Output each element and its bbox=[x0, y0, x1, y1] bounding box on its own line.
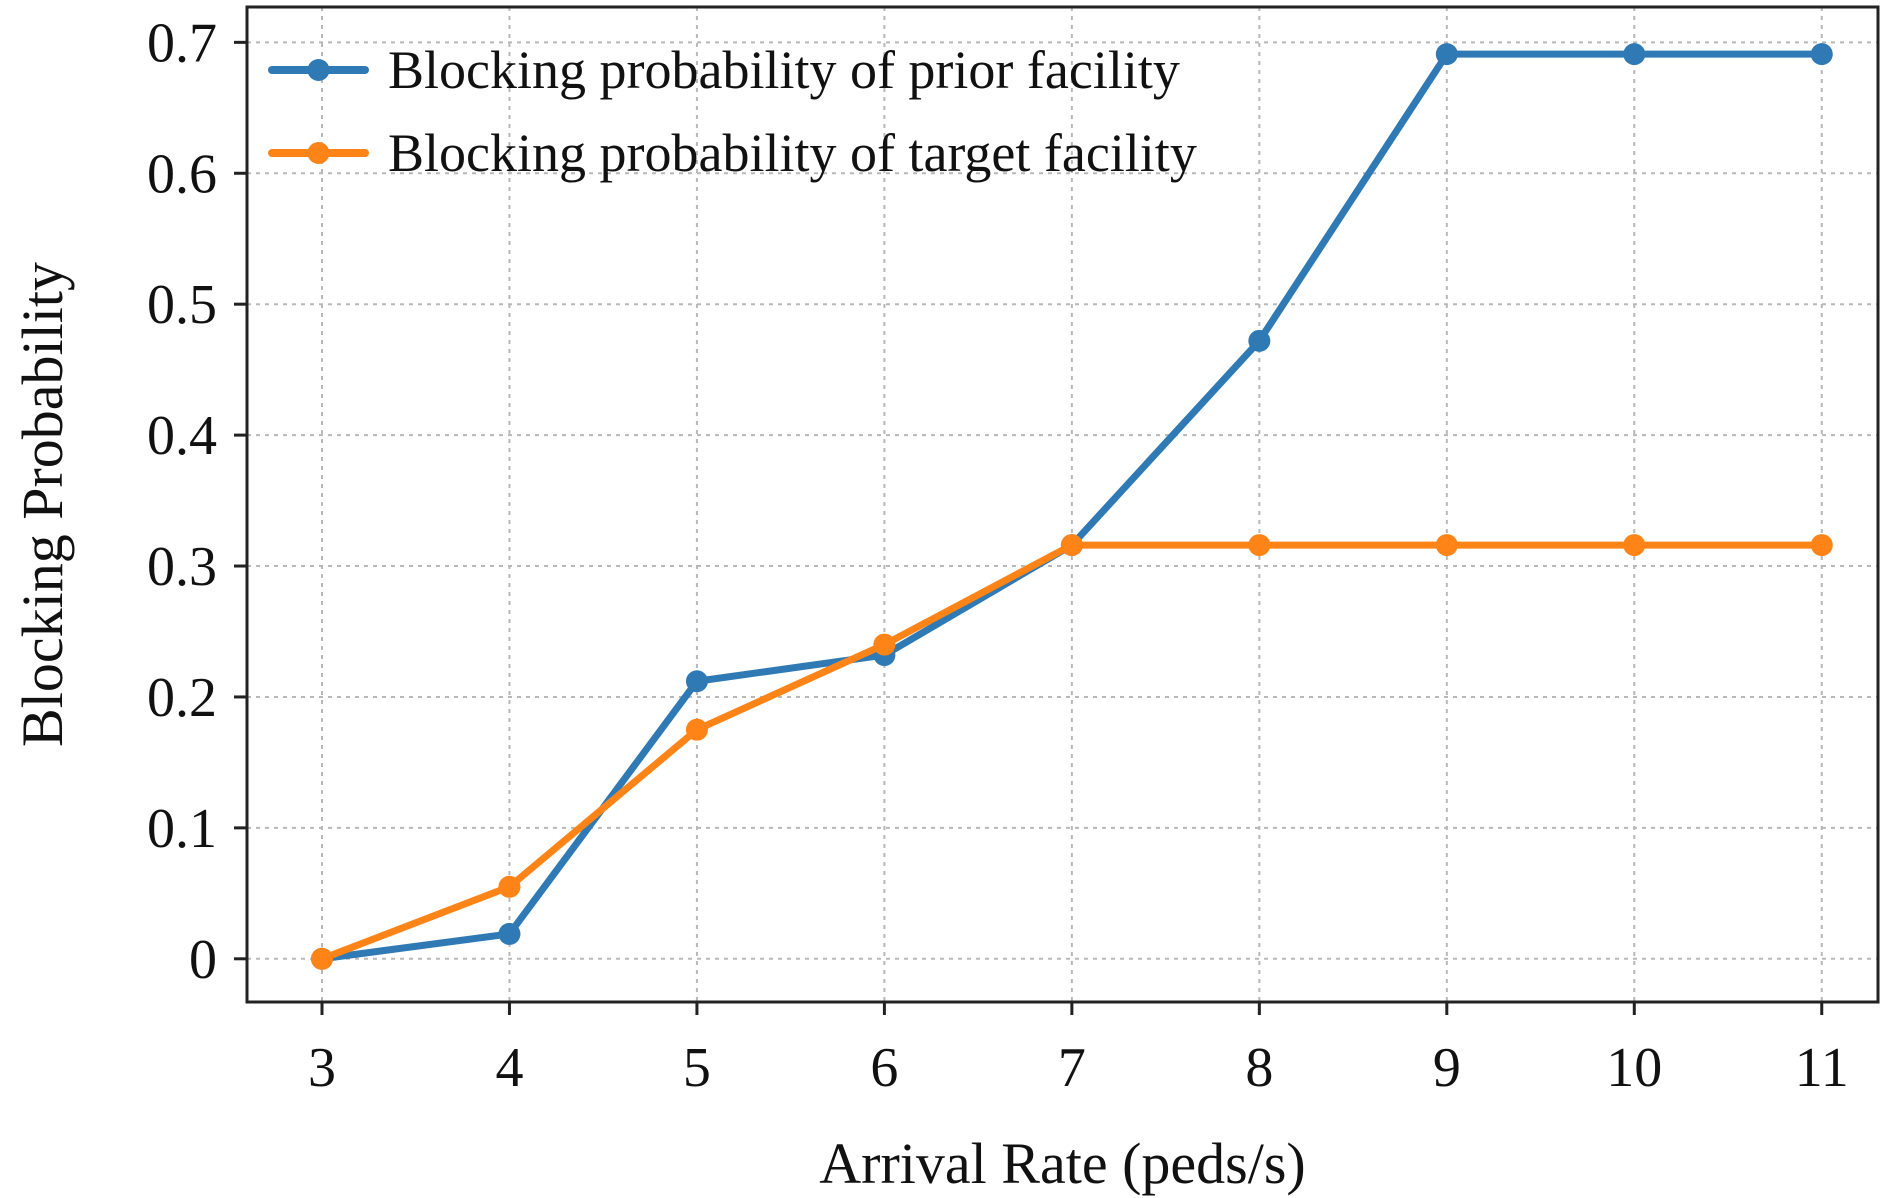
plot-frame bbox=[245, 5, 1880, 1004]
y-tick-label: 0.5 bbox=[147, 274, 217, 336]
data-point-target bbox=[1810, 534, 1833, 557]
data-point-target bbox=[1248, 534, 1271, 557]
axis-ticks bbox=[234, 40, 1824, 1015]
x-tick-label: 8 bbox=[1245, 1037, 1273, 1099]
data-point-prior bbox=[1623, 43, 1646, 66]
data-point-prior bbox=[685, 670, 708, 693]
y-tick-label: 0.1 bbox=[147, 798, 217, 860]
data-point-prior bbox=[1248, 329, 1271, 352]
data-point-target bbox=[1435, 534, 1458, 557]
x-tick-label: 7 bbox=[1058, 1037, 1086, 1099]
legend: Blocking probability of prior facility B… bbox=[268, 40, 1197, 183]
legend-label-prior: Blocking probability of prior facility bbox=[388, 40, 1180, 100]
x-tick-label: 4 bbox=[495, 1037, 523, 1099]
data-point-target bbox=[498, 875, 521, 898]
y-axis-title: Blocking Probability bbox=[10, 262, 75, 747]
x-axis-title: Arrival Rate (peds/s) bbox=[819, 1131, 1305, 1196]
y-tick-label: 0.2 bbox=[147, 667, 217, 729]
x-tick-labels: 3 4 5 6 7 8 9 10 11 bbox=[308, 1037, 1849, 1099]
legend-entry-prior: Blocking probability of prior facility bbox=[268, 40, 1180, 100]
x-tick-label: 11 bbox=[1795, 1037, 1849, 1099]
series-target bbox=[310, 534, 1833, 970]
x-tick-label: 10 bbox=[1606, 1037, 1662, 1099]
y-tick-labels: 0 0.1 0.2 0.3 0.4 0.5 0.6 0.7 bbox=[147, 12, 217, 990]
data-point-target bbox=[310, 947, 333, 970]
x-tick-label: 6 bbox=[870, 1037, 898, 1099]
data-point-prior bbox=[498, 922, 521, 945]
y-tick-label: 0.4 bbox=[147, 405, 217, 467]
x-tick-label: 9 bbox=[1433, 1037, 1461, 1099]
y-tick-label: 0 bbox=[189, 929, 217, 991]
legend-marker-prior bbox=[307, 59, 330, 81]
data-point-prior bbox=[1810, 43, 1833, 66]
data-point-target bbox=[873, 633, 896, 656]
x-tick-label: 3 bbox=[308, 1037, 336, 1099]
y-tick-label: 0.3 bbox=[147, 536, 217, 598]
data-point-prior bbox=[1435, 43, 1458, 66]
y-tick-label: 0.6 bbox=[147, 143, 217, 205]
grid bbox=[247, 7, 1878, 1002]
legend-marker-target bbox=[307, 142, 330, 164]
data-point-target bbox=[1060, 534, 1083, 557]
x-tick-label: 5 bbox=[683, 1037, 711, 1099]
series-layer bbox=[310, 43, 1833, 970]
legend-entry-target: Blocking probability of target facility bbox=[268, 123, 1197, 183]
y-tick-label: 0.7 bbox=[147, 12, 217, 74]
legend-label-target: Blocking probability of target facility bbox=[388, 123, 1197, 183]
data-point-target bbox=[685, 718, 708, 741]
data-point-target bbox=[1623, 534, 1646, 557]
